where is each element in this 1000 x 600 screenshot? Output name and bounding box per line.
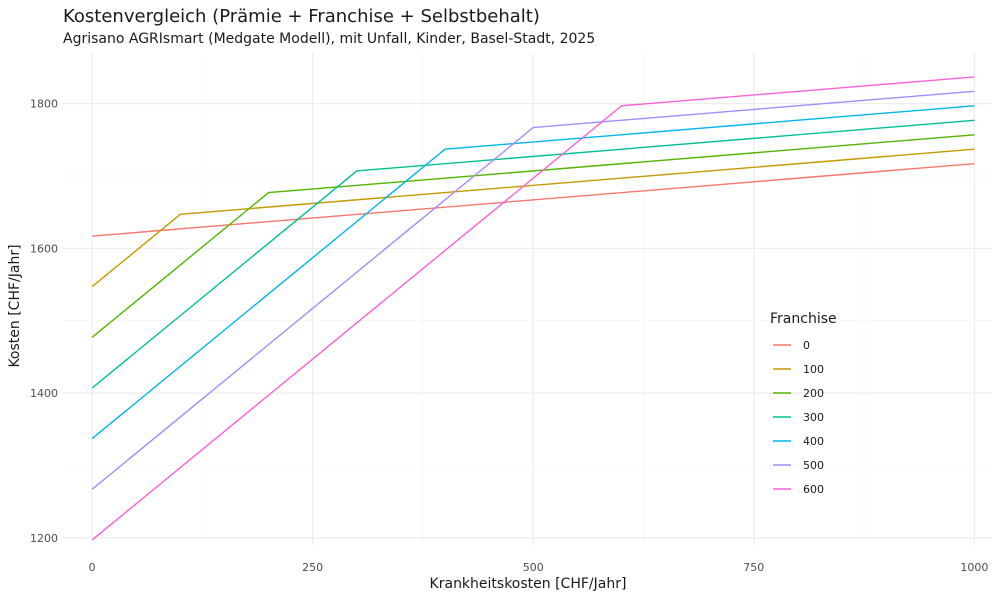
grid (63, 53, 992, 545)
series-line-franchise-200 (91, 134, 975, 338)
series-lines (91, 76, 975, 541)
series-line-franchise-300 (91, 119, 975, 389)
legend-title: Franchise (770, 311, 837, 327)
series-line-franchise-400 (91, 105, 975, 440)
x-axis-ticks: 0 250 500 750 1000 (89, 561, 989, 574)
legend-items: 0 100 200 300 400 500 600 (773, 339, 824, 496)
chart-subtitle: Agrisano AGRIsmart (Medgate Modell), mit… (63, 31, 595, 47)
legend-label: 100 (803, 363, 824, 376)
legend-label: 200 (803, 387, 824, 400)
y-tick-label: 1400 (30, 387, 58, 400)
x-tick-label: 1000 (960, 561, 988, 574)
x-tick-label: 750 (743, 561, 764, 574)
legend-label: 600 (803, 483, 824, 496)
x-axis-title: Krankheitskosten [CHF/Jahr] (430, 576, 627, 592)
series-line-franchise-0 (92, 163, 975, 237)
series-line-franchise-100 (91, 148, 975, 288)
y-tick-label: 1800 (30, 98, 58, 111)
legend-label: 400 (803, 435, 824, 448)
legend-label: 300 (803, 411, 824, 424)
chart-title: Kostenvergleich (Prämie + Franchise + Se… (63, 6, 540, 27)
y-axis-ticks: 1200 1400 1600 1800 (30, 98, 58, 545)
legend-label: 0 (803, 339, 810, 352)
y-axis-title: Kosten [CHF/Jahr] (7, 244, 23, 367)
y-tick-label: 1600 (30, 242, 58, 255)
legend: Franchise 0 100 200 300 400 500 600 (770, 311, 837, 496)
x-tick-label: 500 (523, 561, 544, 574)
x-tick-label: 0 (89, 561, 96, 574)
y-tick-label: 1200 (30, 532, 58, 545)
x-tick-label: 250 (302, 561, 323, 574)
series-line-franchise-500 (91, 90, 975, 490)
legend-label: 500 (803, 459, 824, 472)
series-line-franchise-600 (91, 76, 975, 541)
